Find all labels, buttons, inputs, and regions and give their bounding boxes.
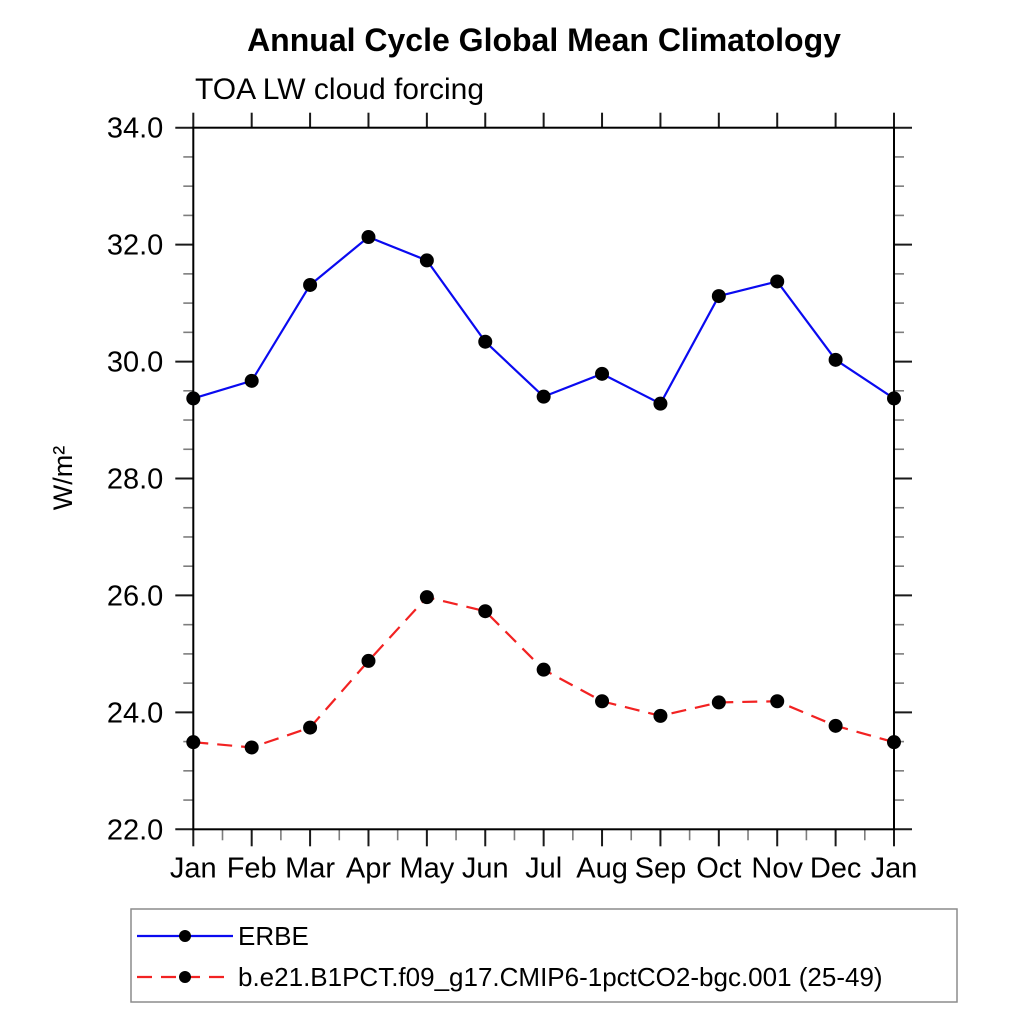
legend-marker-erbe bbox=[179, 930, 191, 942]
data-point-1-Apr bbox=[361, 653, 376, 668]
data-point-0-Feb bbox=[244, 373, 259, 388]
data-point-0-Jul bbox=[536, 389, 551, 404]
data-point-1-Feb bbox=[244, 740, 259, 755]
data-point-1-Jun bbox=[478, 604, 493, 619]
data-point-1-Nov bbox=[770, 694, 785, 709]
data-point-0-Mar bbox=[303, 277, 318, 292]
legend-label-erbe: ERBE bbox=[238, 921, 309, 951]
data-point-0-Apr bbox=[361, 230, 376, 245]
x-tick-label: May bbox=[399, 852, 454, 884]
x-tick-label: Jul bbox=[525, 852, 562, 884]
data-point-1-Mar bbox=[303, 720, 318, 735]
data-point-1-Jul bbox=[536, 662, 551, 677]
data-point-0-Jun bbox=[478, 334, 493, 349]
chart-subtitle: TOA LW cloud forcing bbox=[195, 73, 484, 106]
x-tick-label: Jan bbox=[871, 852, 918, 884]
x-tick-label: Feb bbox=[227, 852, 277, 884]
x-tick-label: Sep bbox=[635, 852, 687, 884]
plot-area: 22.0 24.0 26.0 28.0 30.0 32.0 34.0 Jan Feb Mar Apr… bbox=[107, 112, 918, 884]
y-tick-label: 30.0 bbox=[107, 347, 163, 379]
data-point-1-Oct bbox=[711, 695, 726, 710]
y-axis-label: W/m² bbox=[48, 446, 78, 510]
x-tick-label: Dec bbox=[810, 852, 862, 884]
data-point-1-Jan bbox=[186, 735, 201, 750]
x-tick-label: Apr bbox=[346, 852, 391, 884]
legend-marker-model bbox=[179, 971, 191, 983]
legend-item-model: b.e21.B1PCT.f09_g17.CMIP6-1pctCO2-bgc.00… bbox=[137, 962, 883, 992]
data-point-1-Jan bbox=[887, 735, 901, 750]
legend-frame bbox=[130, 908, 958, 1003]
legend-item-erbe: ERBE bbox=[137, 921, 309, 951]
chart-title: Annual Cycle Global Mean Climatology bbox=[247, 22, 841, 58]
y-tick-label: 34.0 bbox=[107, 113, 163, 145]
legend: ERBE b.e21.B1PCT.f09_g17.CMIP6-1pctCO2-b… bbox=[130, 908, 958, 1003]
data-point-1-Aug bbox=[595, 694, 610, 709]
y-tick-label: 24.0 bbox=[107, 697, 163, 729]
x-tick-label: Aug bbox=[576, 852, 628, 884]
y-tick-label: 22.0 bbox=[107, 814, 163, 846]
legend-label-model: b.e21.B1PCT.f09_g17.CMIP6-1pctCO2-bgc.00… bbox=[238, 962, 883, 992]
y-tick-label: 26.0 bbox=[107, 580, 163, 612]
y-tick-label: 28.0 bbox=[107, 464, 163, 496]
data-point-1-Sep bbox=[653, 708, 668, 723]
x-tick-label: Nov bbox=[751, 852, 803, 884]
x-tick-label: Jun bbox=[462, 852, 509, 884]
data-point-0-Nov bbox=[770, 274, 785, 289]
data-point-0-May bbox=[419, 253, 434, 268]
y-tick-label: 32.0 bbox=[107, 230, 163, 262]
data-point-1-Dec bbox=[828, 718, 843, 733]
data-point-0-Jan bbox=[887, 391, 901, 406]
data-point-0-Dec bbox=[828, 352, 843, 367]
x-tick-label: Jan bbox=[170, 852, 217, 884]
data-point-0-Sep bbox=[653, 396, 668, 411]
plot-frame bbox=[192, 126, 896, 831]
x-tick-label: Oct bbox=[696, 852, 741, 884]
data-point-0-Oct bbox=[711, 289, 726, 304]
x-tick-label: Mar bbox=[285, 852, 335, 884]
series-line-0 bbox=[192, 235, 895, 406]
data-point-0-Jan bbox=[186, 391, 201, 406]
data-point-1-May bbox=[419, 590, 434, 605]
data-point-0-Aug bbox=[595, 366, 610, 381]
